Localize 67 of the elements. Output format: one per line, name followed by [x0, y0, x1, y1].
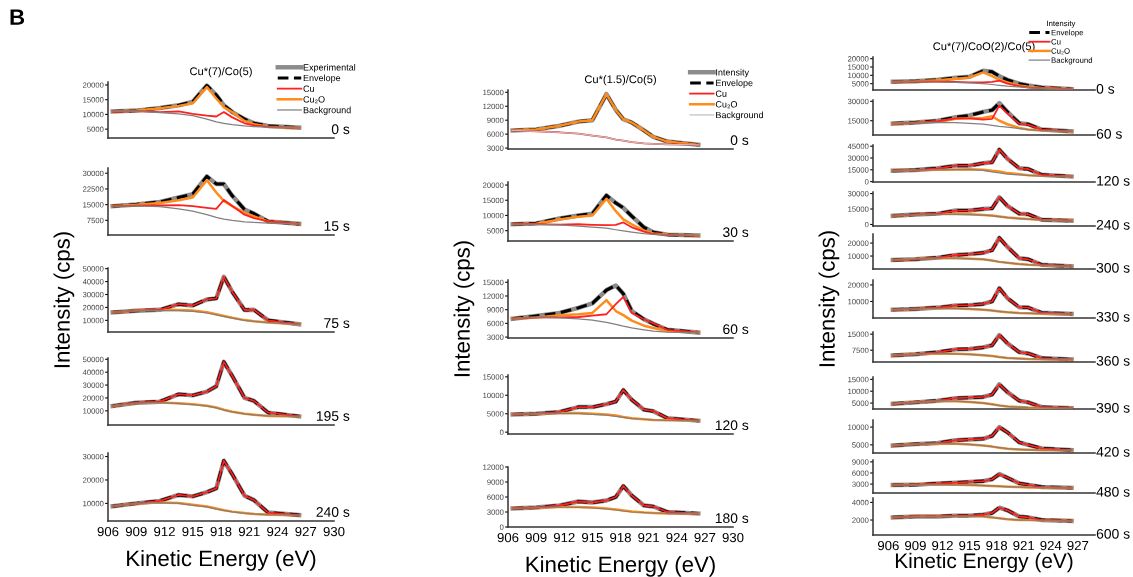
- x-tick-label: 909: [525, 532, 547, 543]
- chart-title: Cu*(7)/CoO(2)/Co(5): [933, 42, 1035, 53]
- annotation: 30 s: [723, 227, 749, 238]
- legend-label: Envelope: [716, 79, 753, 88]
- x-tick-label: 918: [986, 540, 1008, 551]
- annotation: 120 s: [715, 420, 749, 431]
- text: 360 s: [1096, 355, 1130, 366]
- annotation: 60 s: [723, 324, 749, 335]
- annotation: 0 s: [331, 124, 350, 135]
- legend-label: Background: [303, 106, 351, 115]
- legend-label: Intensity: [716, 68, 750, 78]
- annotation: 15 s: [324, 221, 350, 231]
- text: 240 s: [1096, 219, 1130, 230]
- x-tick-label: 927: [694, 532, 716, 543]
- x-tick-label: 921: [238, 526, 260, 537]
- text: 0 s: [1096, 83, 1115, 94]
- legend-label: Envelope: [303, 74, 341, 83]
- x-tick-label: 909: [905, 540, 926, 551]
- x-tick-label: 924: [1040, 540, 1062, 551]
- chart-title: Cu*(7)/Co(5): [190, 67, 252, 78]
- annotation: 180 s: [715, 513, 749, 524]
- text: 420 s: [1096, 446, 1130, 457]
- legend-label: Background: [716, 111, 763, 120]
- x-tick-label: 930: [722, 532, 744, 543]
- x-tick-label: 918: [610, 532, 631, 543]
- x-tick-label: 912: [553, 532, 575, 543]
- annotation: 75 s: [324, 318, 350, 328]
- y-axis-title: Intensity (cps): [453, 241, 475, 377]
- text: 300 s: [1096, 262, 1130, 273]
- y-axis-title: Intensity (cps): [818, 231, 840, 367]
- x-axis-title: Kinetic Energy (eV): [526, 555, 715, 577]
- text: B: [10, 9, 25, 25]
- text: 330 s: [1096, 311, 1130, 322]
- x-tick-label: 927: [295, 526, 317, 537]
- annotation: 0 s: [730, 135, 749, 146]
- text: 120 s: [1097, 175, 1130, 186]
- annotation: 195 s: [316, 411, 350, 421]
- y-axis-title: Intensity (cps): [53, 232, 75, 368]
- x-tick-label: 921: [1013, 540, 1035, 551]
- x-tick-label: 915: [581, 532, 603, 543]
- x-tick-label: 915: [959, 540, 981, 551]
- x-tick-label: 909: [125, 526, 147, 537]
- legend-label: Experimental: [303, 63, 356, 73]
- x-tick-label: 906: [877, 540, 899, 551]
- x-tick-label: 924: [666, 532, 688, 543]
- x-tick-label: 912: [154, 526, 175, 537]
- x-axis-title: Kinetic Energy (eV): [895, 552, 1073, 573]
- x-tick-label: 921: [638, 532, 659, 543]
- legend-label: Cu₂O: [715, 101, 738, 109]
- x-tick-label: 924: [267, 526, 289, 537]
- x-tick-label: 930: [323, 526, 345, 537]
- text: 480 s: [1096, 486, 1130, 497]
- annotation: 240 s: [316, 507, 350, 517]
- legend-label: Cu₂O: [303, 96, 325, 104]
- x-tick-label: 918: [210, 526, 232, 537]
- text: 60 s: [1096, 128, 1122, 139]
- text: 600 s: [1096, 528, 1130, 539]
- x-tick-label: 906: [497, 532, 519, 543]
- x-tick-label: 927: [1067, 540, 1089, 551]
- chart-title: Cu*(1.5)/Co(5): [584, 75, 656, 86]
- x-axis-title: Kinetic Energy (eV): [127, 549, 316, 571]
- legend-label: Cu: [715, 90, 727, 97]
- text: 390 s: [1096, 402, 1130, 413]
- x-tick-label: 915: [182, 526, 204, 537]
- legend-label: Cu: [303, 85, 314, 92]
- x-tick-label: 912: [932, 540, 953, 551]
- x-tick-label: 906: [97, 526, 119, 537]
